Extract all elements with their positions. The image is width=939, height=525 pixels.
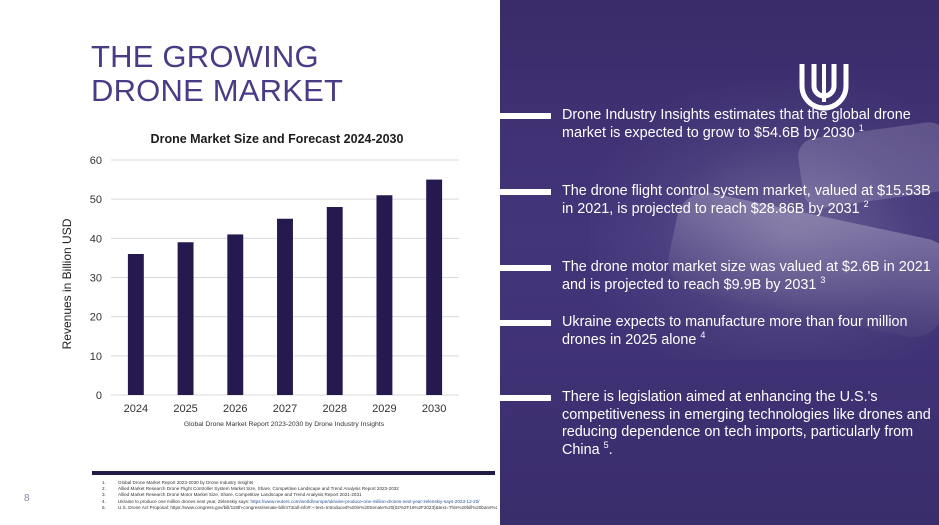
bullet-marker <box>500 265 551 271</box>
bullet-marker <box>500 320 551 326</box>
bar-2025 <box>177 242 194 395</box>
x-tick-label: 2028 <box>322 403 346 415</box>
y-tick-label: 60 <box>90 155 102 167</box>
bar-2030 <box>426 179 443 395</box>
x-tick-label: 2025 <box>173 403 197 415</box>
footnote-text: Global Drone Market Report 2023-2030 by … <box>118 480 254 485</box>
y-tick-label: 40 <box>90 233 102 245</box>
bar-2024 <box>127 254 144 395</box>
footnote-text: Allied Market Research Drone Flight Cont… <box>118 486 399 492</box>
footnote-item: 5. U.S. Drone Act Proposal: https://www.… <box>102 505 497 511</box>
footnote-number: 5. <box>102 504 106 510</box>
footnote-number: 4. <box>102 498 106 504</box>
y-tick-label: 0 <box>96 390 102 402</box>
footnote-list: 1. Global Drone Market Report 2023-2030 … <box>102 480 497 511</box>
footnote-item: 3. Allied Market Research Drone Motor Ma… <box>102 492 497 498</box>
y-tick-label: 30 <box>90 273 102 285</box>
footnote-link[interactable]: https://www.reuters.com/world/europe/ukr… <box>250 498 480 504</box>
bullet-ref: 4 <box>700 329 706 340</box>
footnote-number: 3. <box>102 492 106 498</box>
chart-title: Drone Market Size and Forecast 2024-2030 <box>151 132 404 146</box>
bullet-ref: 3 <box>820 274 826 285</box>
footnote-divider <box>92 471 495 475</box>
y-tick-label: 20 <box>90 312 102 324</box>
footnote-item: 4. Ukraine to produce one million drones… <box>102 499 497 505</box>
title-line-1: THE GROWING <box>91 39 319 74</box>
bullet-item: The drone motor market size was valued a… <box>562 259 937 294</box>
bullet-marker <box>500 395 551 401</box>
footnote-text: U.S. Drone Act Proposal: https://www.con… <box>118 504 497 510</box>
y-tick-label: 10 <box>90 351 102 363</box>
x-axis-caption: Global Drone Market Report 2023-2030 by … <box>184 421 385 428</box>
bullet-item: There is legislation aimed at enhancing … <box>562 389 937 459</box>
bullet-text: There is legislation aimed at enhancing … <box>562 389 931 458</box>
x-tick-label: 2030 <box>422 403 446 415</box>
title-line-2: DRONE MARKET <box>91 73 344 108</box>
bar-2028 <box>326 207 343 395</box>
bullet-ref: 5 <box>603 439 609 450</box>
bar-2029 <box>376 195 393 395</box>
bullet-trail: . <box>608 441 613 458</box>
x-tick-label: 2026 <box>223 403 247 415</box>
bullet-text: Drone Industry Insights estimates that t… <box>562 107 911 141</box>
bar-2027 <box>277 218 293 395</box>
bullet-text: Ukraine expects to manufacture more than… <box>562 314 908 348</box>
y-tick-label: 50 <box>90 194 102 206</box>
page-title: THE GROWING DRONE MARKET <box>91 40 471 108</box>
bullet-ref: 1 <box>858 122 864 133</box>
bullet-item: Drone Industry Insights estimates that t… <box>562 107 937 142</box>
bullet-item: The drone flight control system market, … <box>562 183 937 218</box>
footnote-item: 1. Global Drone Market Report 2023-2030 … <box>102 480 497 486</box>
bar-chart: Drone Market Size and Forecast 2024-2030… <box>60 132 459 428</box>
bar-2026 <box>227 234 244 395</box>
x-tick-label: 2027 <box>273 403 297 415</box>
footnote-text: Ukraine to produce one million drones ne… <box>118 499 480 505</box>
bullet-text: The drone flight control system market, … <box>562 183 931 217</box>
footnote-number: 2. <box>102 486 106 492</box>
x-tick-label: 2024 <box>124 403 148 415</box>
bullet-ref: 2 <box>863 198 869 209</box>
bullet-text: The drone motor market size was valued a… <box>562 259 931 293</box>
bullet-marker <box>500 189 551 195</box>
footnote-number: 1. <box>102 480 106 485</box>
footnote-text: Allied Market Research Drone Motor Marke… <box>118 492 362 498</box>
footnote-text-lead: Ukraine to produce one million drones ne… <box>118 498 250 504</box>
bullet-marker <box>500 113 551 119</box>
footnote-item: 2. Allied Market Research Drone Flight C… <box>102 486 497 492</box>
y-axis-label: Revenues in Billion USD <box>60 218 74 349</box>
page-number: 8 <box>24 493 30 504</box>
x-tick-label: 2029 <box>372 403 396 415</box>
bullet-item: Ukraine expects to manufacture more than… <box>562 314 937 349</box>
insights-panel: Drone Industry Insights estimates that t… <box>500 0 939 525</box>
drone-photo-overlay <box>590 80 939 360</box>
brand-logo-icon <box>799 64 849 111</box>
